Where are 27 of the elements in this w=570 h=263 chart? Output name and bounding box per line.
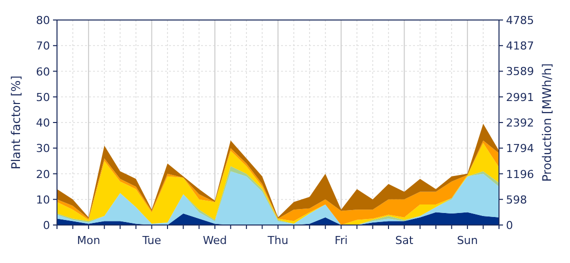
y2-tick-label: 3589 (506, 65, 534, 78)
y-tick-label: 30 (36, 142, 50, 156)
y-tick-label: 40 (36, 116, 50, 130)
x-tick-label: Thu (266, 234, 288, 247)
y-tick-label: 80 (36, 14, 50, 27)
y-tick-label: 20 (36, 168, 50, 181)
y2-tick-label: 2392 (506, 116, 534, 130)
y2-tick-label: 0 (506, 219, 513, 232)
x-tick-label: Fri (334, 234, 348, 247)
y2-axis-title: Production [MWh/h] (540, 63, 554, 182)
y-tick-label: 10 (36, 193, 50, 206)
x-tick-label: Mon (76, 234, 100, 247)
y-axis-title: Plant factor [%] (9, 76, 23, 170)
y2-tick-label: 598 (506, 193, 527, 206)
y-tick-label: 0 (43, 219, 50, 232)
y-tick-label: 60 (36, 65, 50, 78)
x-tick-label: Wed (202, 234, 227, 247)
y-tick-label: 70 (36, 40, 50, 53)
y-tick-label: 50 (36, 90, 50, 104)
y2-tick-label: 1196 (506, 168, 534, 181)
y2-tick-label: 4187 (506, 40, 534, 53)
x-tick-label: Tue (141, 234, 162, 247)
x-tick-label: Sat (395, 234, 414, 247)
y2-tick-label: 1794 (506, 142, 534, 156)
x-tick-label: Sun (456, 234, 478, 247)
y2-tick-label: 4785 (506, 14, 534, 27)
y2-tick-label: 2991 (506, 90, 534, 104)
